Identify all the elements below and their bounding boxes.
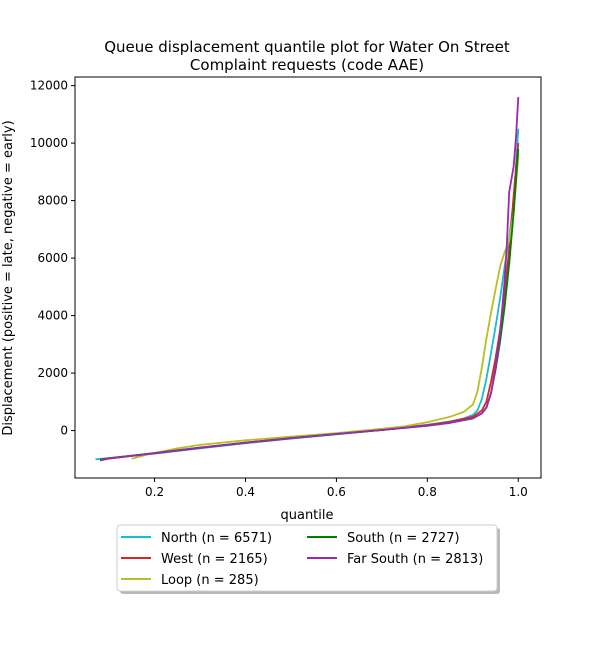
- series-line-1: [99, 143, 520, 461]
- series-line-3: [99, 148, 520, 461]
- chart-title-line-2: Complaint requests (code AAE): [190, 56, 424, 74]
- series-line-0: [95, 128, 520, 461]
- x-tick-label: 0.4: [236, 485, 255, 499]
- legend-label-3: South (n = 2727): [347, 531, 460, 546]
- x-tick-label: 0.8: [418, 485, 437, 499]
- x-tick-label: 1.0: [509, 485, 528, 499]
- x-axis-ticks: 0.2 0.4 0.6 0.8 1.0: [145, 478, 528, 499]
- y-tick-label: 10000: [30, 136, 68, 150]
- series-line-2: [131, 154, 520, 460]
- x-axis-label: quantile: [280, 508, 333, 523]
- plot-frame: [74, 76, 542, 479]
- series-line-4: [99, 97, 520, 462]
- legend-label-0: North (n = 6571): [161, 531, 272, 546]
- legend-label-4: Far South (n = 2813): [347, 552, 483, 567]
- y-tick-label: 0: [60, 424, 68, 438]
- y-tick-label: 6000: [37, 251, 68, 265]
- y-tick-label: 4000: [37, 309, 68, 323]
- y-tick-label: 8000: [37, 194, 68, 208]
- y-axis-ticks: 0 2000 4000 6000 8000 10000 12000: [30, 79, 75, 438]
- y-tick-label: 12000: [30, 79, 68, 93]
- series-lines: [95, 97, 520, 462]
- legend-label-2: Loop (n = 285): [161, 573, 259, 588]
- y-axis-label: Displacement (positive = late, negative …: [1, 120, 16, 435]
- legend-entries: North (n = 6571) West (n = 2165) Loop (n =…: [121, 531, 483, 588]
- x-tick-label: 0.6: [327, 485, 346, 499]
- y-tick-label: 2000: [37, 366, 68, 380]
- legend-label-1: West (n = 2165): [161, 552, 268, 567]
- legend: North (n = 6571) West (n = 2165) Loop (n =…: [116, 524, 500, 594]
- x-tick-label: 0.2: [145, 485, 164, 499]
- chart-title-line-1: Queue displacement quantile plot for Wat…: [104, 38, 510, 56]
